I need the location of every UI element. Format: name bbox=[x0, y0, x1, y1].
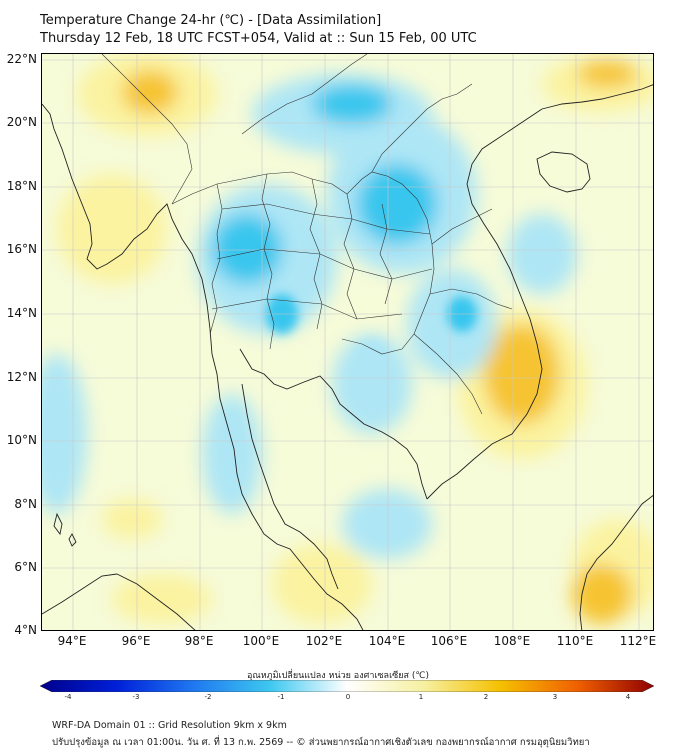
lon-tick-label: 104°E bbox=[368, 634, 406, 648]
lat-tick-label: 16°N bbox=[6, 242, 37, 256]
colorbar-tick: -4 bbox=[64, 693, 72, 701]
colorbar-tick: -1 bbox=[277, 693, 285, 701]
temperature-field bbox=[42, 54, 653, 624]
colorbar-tick: 0 bbox=[345, 693, 351, 701]
colorbar-tick: 3 bbox=[552, 693, 558, 701]
map-panel[interactable] bbox=[41, 53, 654, 631]
lon-tick-label: 94°E bbox=[57, 634, 87, 648]
lat-tick-label: 18°N bbox=[6, 179, 37, 193]
coastlines bbox=[42, 84, 653, 630]
lat-tick-label: 22°N bbox=[6, 52, 37, 66]
colorbar-gradient bbox=[40, 680, 654, 692]
model-info: WRF-DA Domain 01 :: Grid Resolution 9km … bbox=[52, 720, 287, 731]
map-title: Temperature Change 24-hr (℃) - [Data Ass… bbox=[40, 13, 382, 28]
lon-tick-label: 98°E bbox=[184, 634, 214, 648]
lat-tick-label: 6°N bbox=[14, 560, 37, 574]
lon-tick-label: 102°E bbox=[305, 634, 343, 648]
lat-tick-label: 4°N bbox=[14, 623, 37, 637]
lat-tick-label: 14°N bbox=[6, 306, 37, 320]
lat-tick-label: 8°N bbox=[14, 497, 37, 511]
colorbar-label: อุณหภูมิเปลี่ยนแปลง หน่วย องศาเซลเซียส (… bbox=[246, 671, 430, 681]
credit-line: ปรับปรุงข้อมูล ณ เวลา 01:00น. วัน ศ. ที่… bbox=[52, 737, 590, 748]
lon-tick-label: 108°E bbox=[493, 634, 531, 648]
map-subtitle: Thursday 12 Feb, 18 UTC FCST+054, Valid … bbox=[40, 31, 477, 46]
colorbar-tick: 4 bbox=[625, 693, 631, 701]
lat-tick-label: 20°N bbox=[6, 115, 37, 129]
lon-tick-label: 100°E bbox=[242, 634, 280, 648]
colorbar-tick: 2 bbox=[483, 693, 489, 701]
lon-tick-label: 112°E bbox=[619, 634, 657, 648]
colorbar-tick: 1 bbox=[418, 693, 424, 701]
admin-borders bbox=[101, 54, 513, 415]
colorbar-tick: -2 bbox=[204, 693, 212, 701]
lon-tick-label: 96°E bbox=[121, 634, 151, 648]
lat-tick-label: 10°N bbox=[6, 433, 37, 447]
colorbar bbox=[40, 680, 654, 692]
lon-tick-label: 106°E bbox=[430, 634, 468, 648]
lat-tick-label: 12°N bbox=[6, 370, 37, 384]
colorbar-tick: -3 bbox=[132, 693, 140, 701]
lon-tick-label: 110°E bbox=[556, 634, 594, 648]
temperature-change-map bbox=[42, 54, 653, 630]
